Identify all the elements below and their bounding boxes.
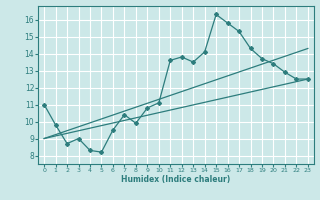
X-axis label: Humidex (Indice chaleur): Humidex (Indice chaleur) bbox=[121, 175, 231, 184]
